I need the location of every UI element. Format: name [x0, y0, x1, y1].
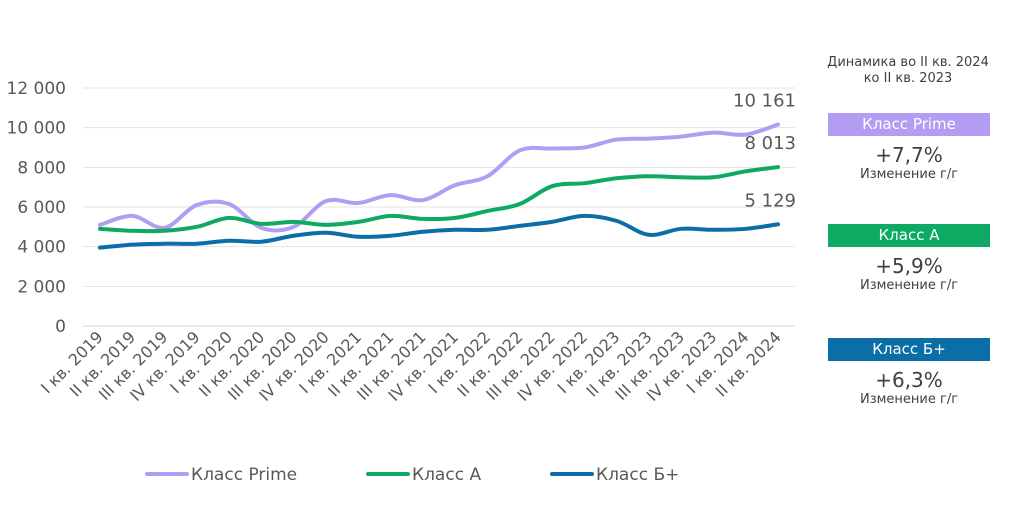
end-labels: 10 161 8 013 5 129 [733, 90, 796, 211]
legend: Класс Prime Класс А Класс Б+ [145, 465, 679, 485]
end-label-0: 10 161 [733, 90, 796, 111]
legend-item-2: Класс Б+ [550, 465, 679, 485]
series-lines [98, 122, 780, 250]
legend-label: Класс Б+ [596, 465, 679, 485]
card-prime-badge: Класс Prime [828, 113, 990, 136]
series-line-1 [98, 165, 780, 234]
card-bplus-change: +6,3% [875, 368, 943, 392]
yoy-panel: Динамика во II кв. 2024 ко II кв. 2023 К… [818, 55, 1010, 407]
y-tick-label: 10 000 [7, 119, 66, 139]
card-prime: Класс Prime +7,7% Изменение г/г [828, 113, 990, 183]
legend-label: Класс А [412, 465, 481, 485]
card-bplus-caption: Изменение г/г [859, 392, 959, 407]
y-tick-label: 2 000 [17, 277, 66, 297]
card-bplus-badge: Класс Б+ [828, 338, 990, 361]
panel-heading: Динамика во II кв. 2024 ко II кв. 2023 [818, 55, 998, 87]
series-line-0 [98, 122, 780, 233]
y-tick-label: 0 [55, 317, 66, 337]
end-label-2: 5 129 [744, 190, 796, 211]
card-prime-caption: Изменение г/г [859, 167, 959, 182]
y-tick-label: 8 000 [17, 158, 66, 178]
end-label-1: 8 013 [744, 133, 796, 154]
y-axis: 0 2 000 4 000 6 000 8 000 10 000 12 000 [7, 79, 66, 337]
card-bplus: Класс Б+ +6,3% Изменение г/г [828, 338, 990, 408]
card-a-caption: Изменение г/г [859, 278, 959, 293]
legend-item-0: Класс Prime [145, 465, 297, 485]
y-tick-label: 6 000 [17, 198, 66, 218]
panel-heading-line2: ко II кв. 2023 [863, 71, 953, 86]
card-a: Класс А +5,9% Изменение г/г [828, 224, 990, 294]
card-a-change: +5,9% [875, 254, 943, 278]
y-tick-label: 4 000 [17, 238, 66, 258]
line-chart: 0 2 000 4 000 6 000 8 000 10 000 12 000 I кв. … [7, 79, 796, 485]
series-line-2 [98, 213, 780, 250]
legend-label: Класс Prime [191, 465, 297, 485]
y-tick-label: 12 000 [7, 79, 66, 99]
panel-heading-line1: Динамика во II кв. 2024 [827, 55, 989, 70]
grid-lines [83, 87, 795, 327]
card-a-badge: Класс А [828, 224, 990, 247]
card-prime-change: +7,7% [875, 143, 943, 167]
legend-item-1: Класс А [366, 465, 481, 485]
